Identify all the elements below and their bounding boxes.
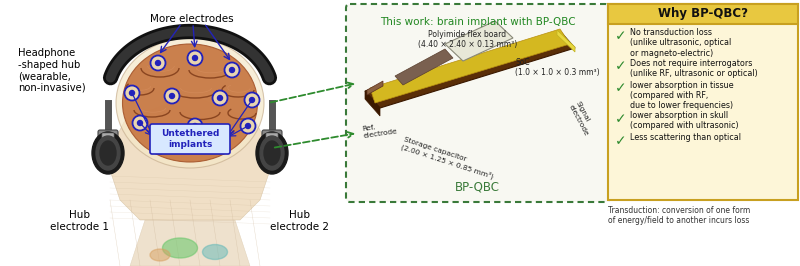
- Text: Hub
electrode 2: Hub electrode 2: [270, 210, 330, 232]
- Circle shape: [193, 56, 198, 60]
- Text: Ref.
electrode: Ref. electrode: [362, 121, 398, 139]
- Text: Does not require interrogators
(unlike RF, ultrasonic or optical): Does not require interrogators (unlike R…: [630, 59, 758, 78]
- Circle shape: [138, 120, 142, 126]
- Text: No transduction loss
(unlike ultrasonic, optical
or magneto-electric): No transduction loss (unlike ultrasonic,…: [630, 28, 731, 58]
- Ellipse shape: [264, 141, 280, 165]
- Circle shape: [193, 123, 198, 128]
- FancyBboxPatch shape: [98, 130, 118, 156]
- Text: lower absorption in tissue
(compared with RF,
due to lower frequencies): lower absorption in tissue (compared wit…: [630, 81, 734, 110]
- Circle shape: [225, 63, 239, 77]
- FancyBboxPatch shape: [266, 133, 278, 153]
- FancyBboxPatch shape: [608, 4, 798, 24]
- Circle shape: [153, 139, 167, 153]
- Ellipse shape: [96, 136, 120, 170]
- Polygon shape: [370, 29, 570, 103]
- Text: ✓: ✓: [615, 81, 626, 95]
- Text: SoC
(1.0 × 1.0 × 0.3 mm³): SoC (1.0 × 1.0 × 0.3 mm³): [515, 58, 600, 77]
- Text: Signal
electrode: Signal electrode: [568, 100, 596, 136]
- Text: ✓: ✓: [615, 112, 626, 126]
- Text: Hub
electrode 1: Hub electrode 1: [50, 210, 110, 232]
- Ellipse shape: [92, 132, 124, 174]
- Circle shape: [125, 85, 139, 101]
- Circle shape: [218, 95, 222, 101]
- FancyBboxPatch shape: [102, 133, 114, 153]
- Circle shape: [250, 98, 254, 102]
- Circle shape: [155, 60, 161, 65]
- Ellipse shape: [202, 244, 227, 260]
- Text: ✓: ✓: [615, 29, 626, 43]
- Circle shape: [241, 118, 255, 134]
- Ellipse shape: [122, 44, 258, 162]
- FancyBboxPatch shape: [150, 124, 230, 154]
- Text: lower absorption in skull
(compared with ultrasonic): lower absorption in skull (compared with…: [630, 111, 738, 130]
- Polygon shape: [395, 49, 453, 85]
- Polygon shape: [365, 91, 380, 116]
- FancyBboxPatch shape: [262, 130, 282, 156]
- Polygon shape: [110, 95, 270, 220]
- Polygon shape: [445, 21, 513, 61]
- Circle shape: [230, 68, 234, 73]
- Ellipse shape: [162, 238, 198, 258]
- FancyBboxPatch shape: [608, 4, 798, 200]
- Circle shape: [165, 89, 179, 103]
- Circle shape: [246, 123, 250, 128]
- Text: BP-QBC: BP-QBC: [455, 180, 500, 193]
- Ellipse shape: [256, 132, 288, 174]
- Circle shape: [133, 115, 147, 131]
- Circle shape: [187, 51, 202, 65]
- Polygon shape: [557, 30, 575, 52]
- Circle shape: [150, 56, 166, 70]
- Circle shape: [245, 93, 259, 107]
- Text: Transduction: conversion of one form
of energy/field to another incurs loss: Transduction: conversion of one form of …: [608, 206, 750, 225]
- Text: Polyimide flex board
(4.40 × 2.40 × 0.13 mm³): Polyimide flex board (4.40 × 2.40 × 0.13…: [418, 30, 517, 49]
- Text: This work: brain implant with BP-QBC: This work: brain implant with BP-QBC: [380, 17, 575, 27]
- Circle shape: [187, 118, 202, 134]
- Text: ✓: ✓: [615, 60, 626, 73]
- Circle shape: [158, 143, 162, 148]
- Text: Storage capacitor
(2.00 × 1.25 × 0.85 mm³): Storage capacitor (2.00 × 1.25 × 0.85 mm…: [400, 136, 497, 180]
- Text: Why BP-QBC?: Why BP-QBC?: [658, 7, 748, 20]
- Text: ✓: ✓: [615, 134, 626, 148]
- Text: Untethered
implants: Untethered implants: [161, 129, 219, 149]
- Text: Headphone
-shaped hub
(wearable,
non-invasive): Headphone -shaped hub (wearable, non-inv…: [18, 48, 86, 93]
- Circle shape: [213, 90, 227, 106]
- FancyBboxPatch shape: [346, 4, 609, 202]
- Polygon shape: [130, 220, 250, 266]
- Polygon shape: [367, 81, 383, 95]
- Circle shape: [170, 94, 174, 98]
- Polygon shape: [365, 31, 575, 108]
- Ellipse shape: [116, 38, 264, 168]
- Text: Less scattering than optical: Less scattering than optical: [630, 133, 741, 142]
- Ellipse shape: [260, 136, 284, 170]
- Ellipse shape: [150, 249, 170, 261]
- Ellipse shape: [100, 141, 116, 165]
- Circle shape: [130, 90, 134, 95]
- Text: More electrodes: More electrodes: [150, 14, 234, 24]
